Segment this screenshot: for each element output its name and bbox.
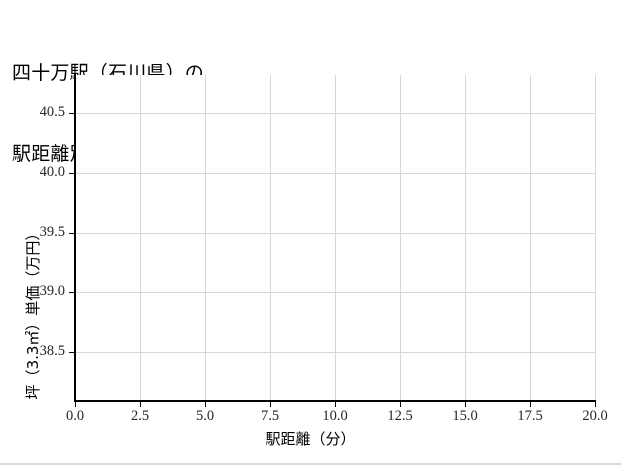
y-axis-title: 坪（3.3㎡）単価（万円） (24, 225, 42, 400)
x-tick-mark (335, 402, 336, 407)
x-tick-mark (530, 402, 531, 407)
x-axis-line (74, 400, 596, 402)
y-tick-label: 40.0 (39, 164, 65, 180)
y-tick-label: 40.5 (39, 104, 65, 120)
y-tick-mark (69, 173, 74, 174)
x-tick-mark (465, 402, 466, 407)
x-tick-label: 17.5 (517, 408, 543, 424)
gridline-vertical (465, 75, 466, 400)
x-tick-mark (205, 402, 206, 407)
x-tick-mark (270, 402, 271, 407)
x-tick-mark (400, 402, 401, 407)
x-tick-mark (75, 402, 76, 407)
y-tick-label: 39.0 (39, 283, 65, 299)
x-tick-label: 0.0 (65, 408, 85, 424)
y-tick-mark (69, 352, 74, 353)
plot-area (75, 75, 596, 400)
gridline-vertical (270, 75, 271, 400)
y-axis-title-container: 坪（3.3㎡）単価（万円） (0, 75, 42, 400)
gridline-vertical (335, 75, 336, 400)
x-tick-label: 2.5 (130, 408, 150, 424)
y-tick-label: 39.5 (39, 224, 65, 240)
gridline-vertical (400, 75, 401, 400)
x-tick-label: 15.0 (452, 408, 478, 424)
chart-figure: 四十万駅（石川県）の 駅距離別中古戸建て価格 38.539.039.540.04… (0, 62, 621, 465)
x-tick-label: 7.5 (260, 408, 280, 424)
x-tick-mark (595, 402, 596, 407)
x-tick-label: 5.0 (195, 408, 215, 424)
x-tick-label: 20.0 (582, 408, 608, 424)
y-tick-mark (69, 233, 74, 234)
x-tick-label: 10.0 (322, 408, 348, 424)
x-axis-title: 駅距離（分） (265, 430, 356, 448)
y-tick-mark (69, 113, 74, 114)
x-tick-mark (140, 402, 141, 407)
y-tick-mark (69, 292, 74, 293)
y-tick-label: 38.5 (39, 343, 65, 359)
gridline-vertical (595, 75, 596, 400)
gridline-vertical (530, 75, 531, 400)
x-tick-label: 12.5 (387, 408, 413, 424)
gridline-vertical (205, 75, 206, 400)
gridline-vertical (140, 75, 141, 400)
y-axis-line (74, 74, 76, 401)
